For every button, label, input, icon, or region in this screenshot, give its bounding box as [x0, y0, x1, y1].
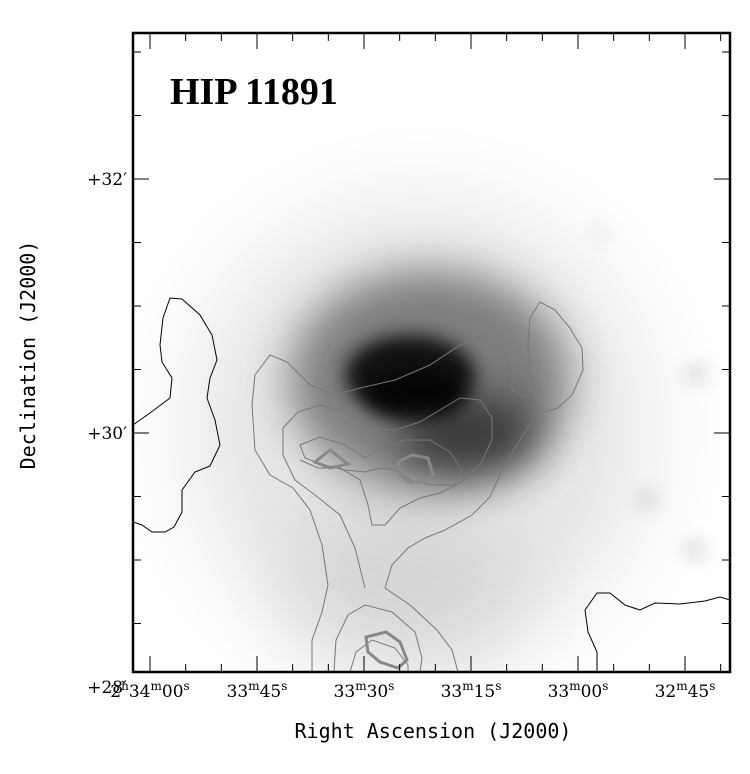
x-tick-label: 33m30s: [334, 679, 395, 702]
y-axis-label: Declination (J2000): [16, 241, 40, 470]
x-tick-label: 2h34m00s: [110, 679, 189, 702]
x-tick-label: 32m45s: [655, 679, 716, 702]
grey-contour-peak-bottom: [364, 630, 409, 670]
black-contour-left: [133, 297, 221, 533]
y-tick-label: +28′: [87, 678, 127, 698]
plot-frame: [131, 31, 732, 674]
y-tick-label: +30′: [87, 424, 127, 444]
x-tick-label: 33m15s: [441, 679, 502, 702]
x-tick-label: 33m45s: [227, 679, 288, 702]
grey-contour-peak-center: [396, 453, 435, 484]
x-axis-label: Right Ascension (J2000): [295, 719, 572, 743]
grey-contour-outer: [251, 301, 584, 672]
chart-title: HIP 11891: [170, 71, 338, 113]
grey-contour-middle: [282, 397, 493, 672]
y-tick-label: +32′: [87, 170, 127, 190]
x-tick-label: 33m00s: [548, 679, 609, 702]
grey-contour-inner: [299, 436, 463, 672]
emission-image: [133, 33, 730, 672]
contour-overlays: [133, 297, 730, 672]
x-tick-labels: 2h34m00s 33m45s 33m30s 33m15s 33m00s 32m45s: [110, 679, 715, 702]
y-tick-labels: +61°36′+34′+32′+30′+28′: [87, 170, 127, 698]
grey-contour-peak-left: [312, 448, 352, 470]
black-contour-right: [584, 592, 730, 672]
tick-marks: [133, 33, 730, 672]
